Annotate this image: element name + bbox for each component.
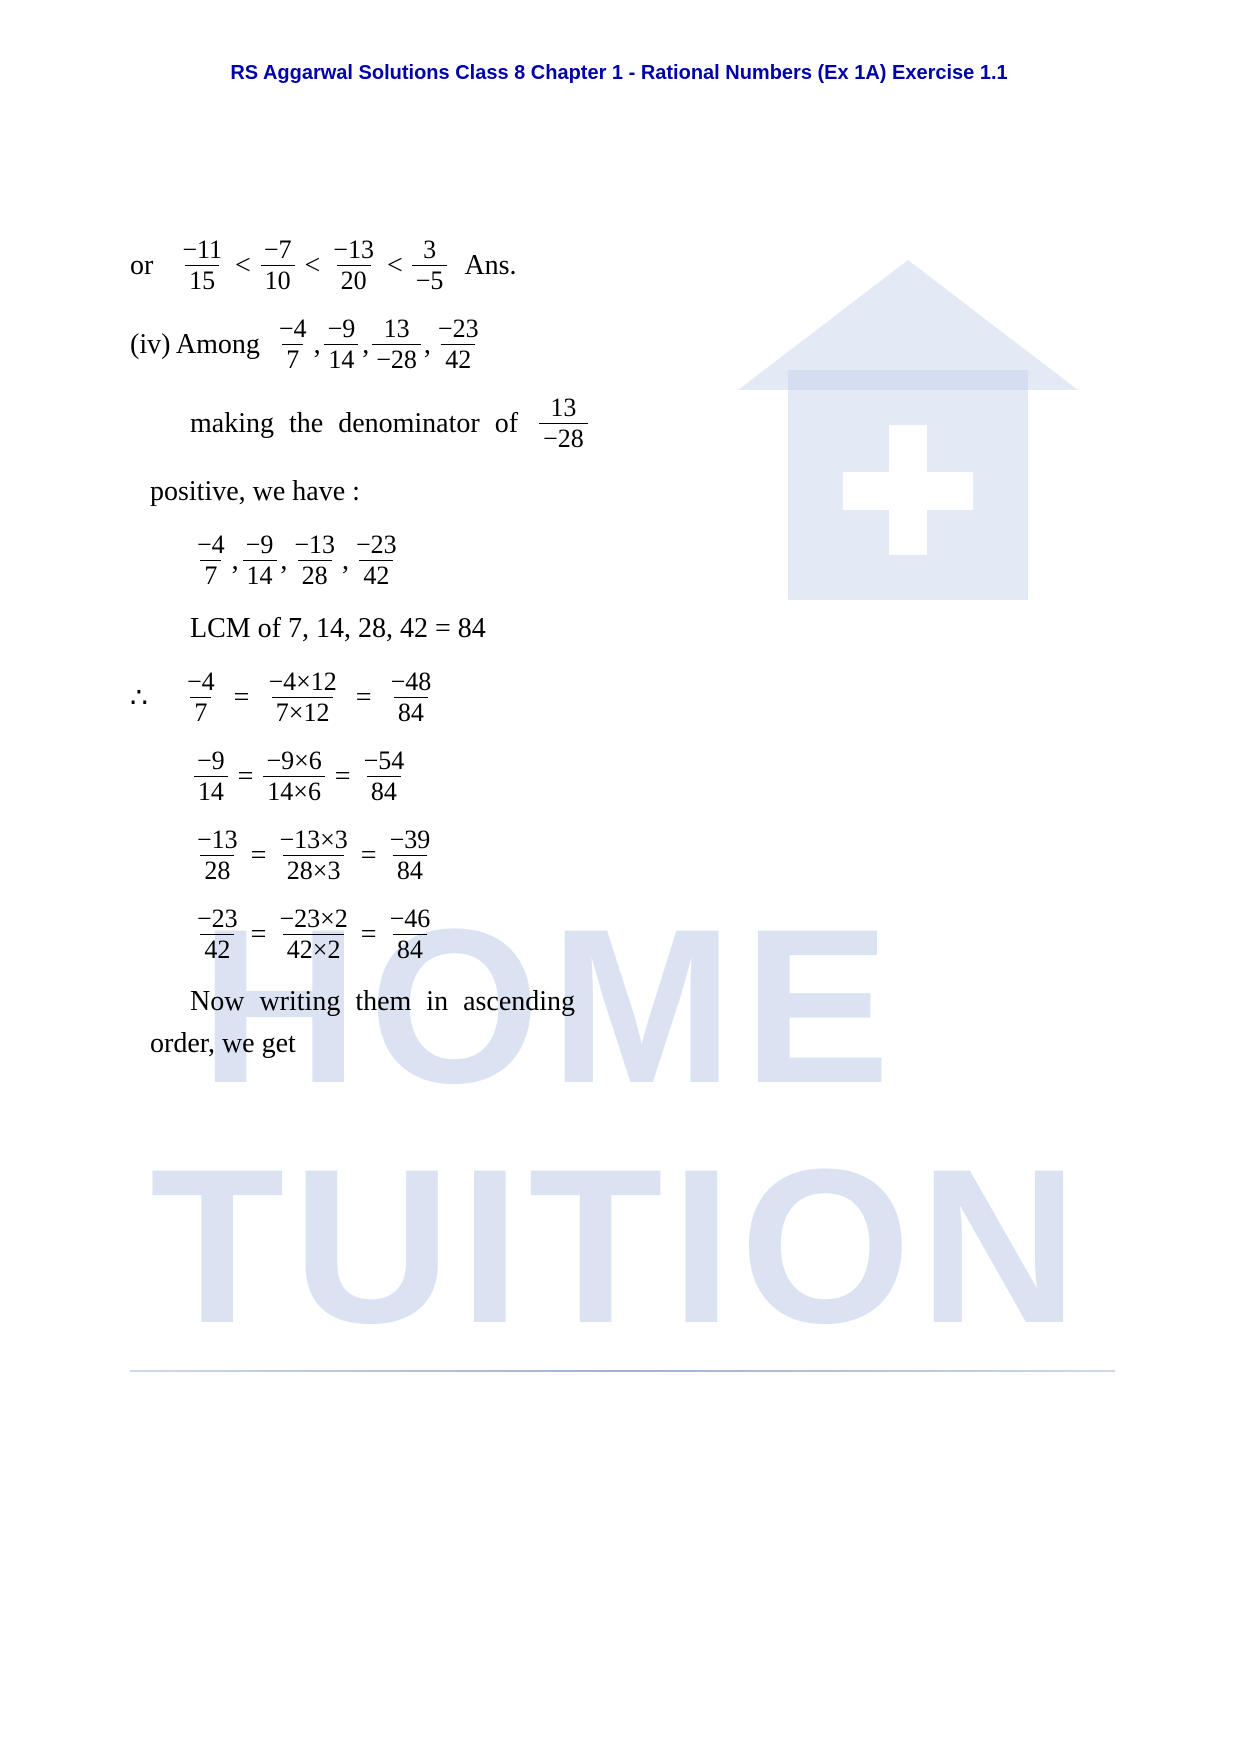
comma: ,	[232, 545, 239, 577]
fraction: −1328	[193, 825, 242, 886]
fraction: −914	[242, 530, 278, 591]
document-content: or −1115 < −710 < −1320 < 3−5 Ans. (iv) …	[130, 235, 1030, 1081]
closing-line-1: Now writing them in ascending	[190, 983, 1030, 1021]
fraction: −9×614×6	[262, 746, 325, 807]
watermark-tuition-text: TUITION	[150, 1120, 1086, 1373]
comma: ,	[424, 329, 431, 361]
item-label: (iv) Among	[130, 329, 260, 361]
conversion-2: −914 = −9×614×6 = −5484	[190, 746, 1030, 807]
fraction: −47	[183, 667, 219, 728]
text: Now writing them in ascending	[190, 986, 575, 1018]
text: positive, we have :	[150, 476, 360, 508]
fraction: −4884	[387, 667, 436, 728]
less-than: <	[235, 250, 251, 282]
less-than: <	[305, 250, 321, 282]
comma: ,	[314, 329, 321, 361]
equals: =	[238, 761, 254, 793]
fraction: −5484	[360, 746, 409, 807]
equals: =	[234, 682, 250, 714]
conversion-3: −1328 = −13×328×3 = −3984	[190, 825, 1030, 886]
closing-line-2: order, we get	[150, 1025, 1030, 1063]
fraction: −4×127×12	[264, 667, 340, 728]
equals: =	[335, 761, 351, 793]
among-line: (iv) Among −47 , −914 , 13−28 , −2342	[130, 314, 1030, 375]
equals: =	[361, 840, 377, 872]
fraction: −47	[275, 314, 311, 375]
positive-line: positive, we have :	[150, 472, 1030, 512]
conversion-1: ∴ −47 = −4×127×12 = −4884	[130, 667, 1030, 728]
footer-divider	[130, 1370, 1115, 1372]
therefore-symbol: ∴	[130, 681, 180, 715]
fraction: −2342	[352, 530, 401, 591]
text: making the denominator of	[190, 408, 518, 440]
fraction: −13×328×3	[275, 825, 351, 886]
lcm-line: LCM of 7, 14, 28, 42 = 84	[190, 609, 1030, 649]
conversion-4: −2342 = −23×242×2 = −4684	[190, 904, 1030, 965]
equals: =	[356, 682, 372, 714]
ans-label: Ans.	[464, 250, 516, 282]
comma: ,	[280, 545, 287, 577]
fraction: −710	[260, 235, 296, 296]
less-than: <	[387, 250, 403, 282]
comma: ,	[342, 545, 349, 577]
equals: =	[251, 840, 267, 872]
fraction: 13−28	[372, 314, 421, 375]
or-label: or	[130, 250, 153, 282]
fraction: −4684	[386, 904, 435, 965]
fraction: −1115	[178, 235, 226, 296]
fraction: −2342	[434, 314, 483, 375]
fraction: −3984	[386, 825, 435, 886]
fraction: −1320	[329, 235, 378, 296]
comma: ,	[362, 329, 369, 361]
equals: =	[361, 919, 377, 951]
fraction: −2342	[193, 904, 242, 965]
fraction: −914	[193, 746, 229, 807]
fraction: −23×242×2	[275, 904, 351, 965]
positive-fractions: −47 , −914 , −1328 , −2342	[190, 530, 1030, 591]
fraction: 3−5	[412, 235, 448, 296]
text: order, we get	[150, 1028, 296, 1060]
making-line: making the denominator of 13−28	[190, 393, 1030, 454]
fraction: −1328	[290, 530, 339, 591]
page-header: RS Aggarwal Solutions Class 8 Chapter 1 …	[0, 62, 1238, 85]
answer-line: or −1115 < −710 < −1320 < 3−5 Ans.	[130, 235, 1030, 296]
fraction: −914	[324, 314, 360, 375]
text: LCM of 7, 14, 28, 42 = 84	[190, 613, 486, 645]
fraction: 13−28	[539, 393, 588, 454]
equals: =	[251, 919, 267, 951]
fraction: −47	[193, 530, 229, 591]
